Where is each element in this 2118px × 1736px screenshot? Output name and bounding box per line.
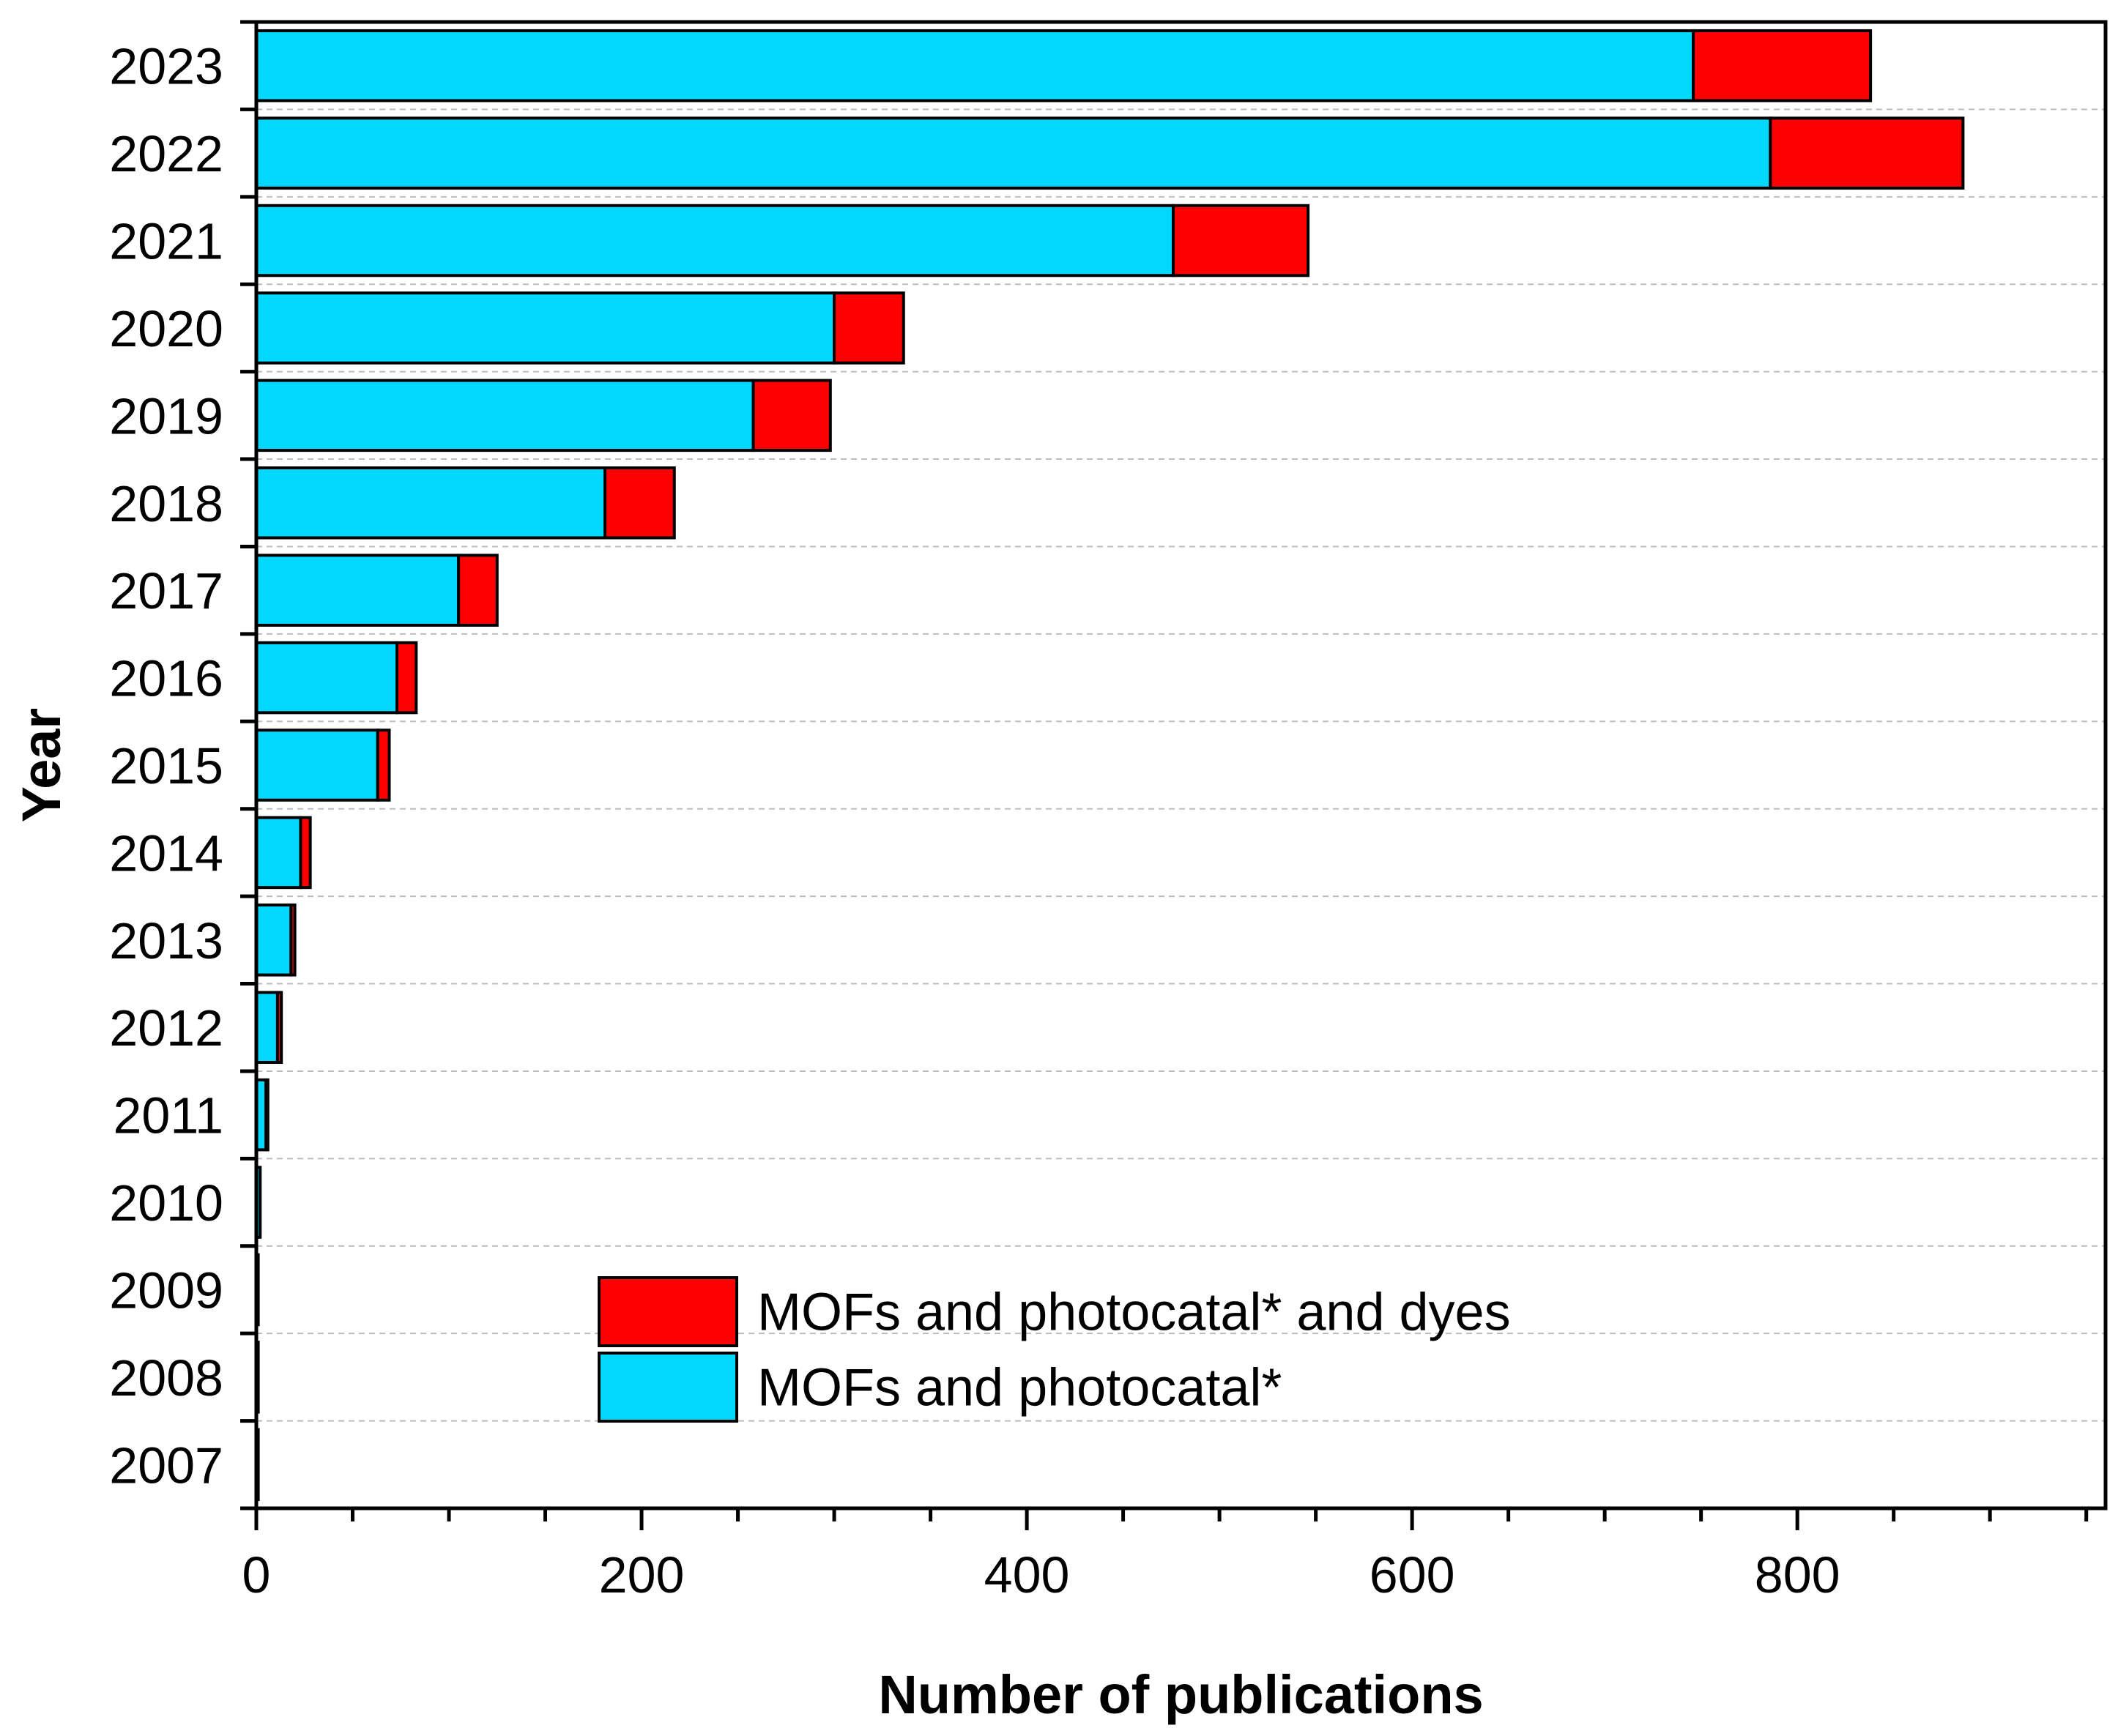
- y-tick-label: 2023: [109, 38, 223, 95]
- x-axis-ticks: 0 200 400 600 800: [242, 1508, 2089, 1603]
- plot-frame: [254, 20, 2108, 1510]
- bar-2017-dyes: [457, 554, 499, 627]
- x-tick-label: 800: [1755, 1546, 1840, 1603]
- y-tick-label: 2022: [109, 125, 223, 182]
- x-axis-title: Number of publications: [878, 1664, 1483, 1725]
- x-tick-label: 200: [599, 1546, 685, 1603]
- y-tick-label: 2009: [109, 1262, 223, 1319]
- legend-swatch-dyes: [598, 1276, 738, 1347]
- bar-2021-photocatal: [255, 204, 1175, 277]
- y-tick-label: 2016: [109, 650, 223, 707]
- bar-2013-dyes: [289, 904, 297, 977]
- bar-2018-photocatal: [255, 466, 607, 540]
- bar-2021-dyes: [1171, 204, 1310, 277]
- y-axis-title: Year: [11, 708, 72, 822]
- bar-2014-dyes: [299, 816, 312, 890]
- bar-2023-dyes: [1692, 29, 1873, 103]
- legend: MOFs and photocatal* and dyes MOFs and p…: [598, 1276, 1511, 1423]
- x-tick-label: 600: [1370, 1546, 1455, 1603]
- legend-swatch-photocatal: [598, 1352, 738, 1423]
- y-tick-label: 2019: [109, 387, 223, 444]
- gridlines: [256, 108, 2106, 1422]
- bar-2014-photocatal: [255, 816, 302, 890]
- y-tick-label: 2017: [109, 562, 223, 619]
- bar-2019-dyes: [751, 379, 832, 452]
- y-tick-label: 2011: [113, 1087, 223, 1144]
- bar-2020-dyes: [833, 291, 905, 365]
- y-tick-label: 2014: [109, 824, 223, 882]
- bar-2015-dyes: [376, 729, 391, 802]
- legend-label-photocatal: MOFs and photocatal*: [757, 1359, 1282, 1418]
- bar-2019-photocatal: [255, 379, 755, 452]
- y-tick-label: 2020: [109, 300, 223, 357]
- y-tick-label: 2015: [109, 737, 223, 794]
- bar-2017-photocatal: [255, 554, 461, 627]
- y-tick-label: 2007: [109, 1437, 223, 1494]
- bar-2015-photocatal: [255, 729, 379, 802]
- y-tick-label: 2013: [109, 912, 223, 969]
- bar-2020-photocatal: [255, 291, 836, 365]
- bar-2022-photocatal: [255, 116, 1772, 190]
- bar-2022-dyes: [1769, 116, 1965, 190]
- y-tick-label: 2012: [109, 999, 223, 1057]
- bar-2011-dyes: [264, 1078, 270, 1152]
- y-tick-label: 2021: [109, 213, 223, 270]
- bar-2023-photocatal: [255, 29, 1695, 103]
- legend-label-dyes: MOFs and photocatal* and dyes: [757, 1284, 1511, 1342]
- bar-2018-dyes: [603, 466, 676, 540]
- bar-2013-photocatal: [255, 904, 293, 977]
- bar-2016-dyes: [395, 641, 418, 715]
- y-tick-label: 2008: [109, 1349, 223, 1407]
- bar-2016-photocatal: [255, 641, 399, 715]
- bars: [255, 29, 1965, 1502]
- x-tick-label: 400: [984, 1546, 1070, 1603]
- x-tick-label: 0: [242, 1546, 271, 1603]
- y-axis-ticks: 2023 2022 2021 2020 2019 2018 2017 2016 2015 2014…: [109, 20, 256, 1510]
- bar-2012-dyes: [275, 991, 283, 1064]
- y-tick-label: 2010: [109, 1174, 223, 1232]
- y-tick-label: 2018: [109, 475, 223, 532]
- bar-2012-photocatal: [255, 991, 279, 1064]
